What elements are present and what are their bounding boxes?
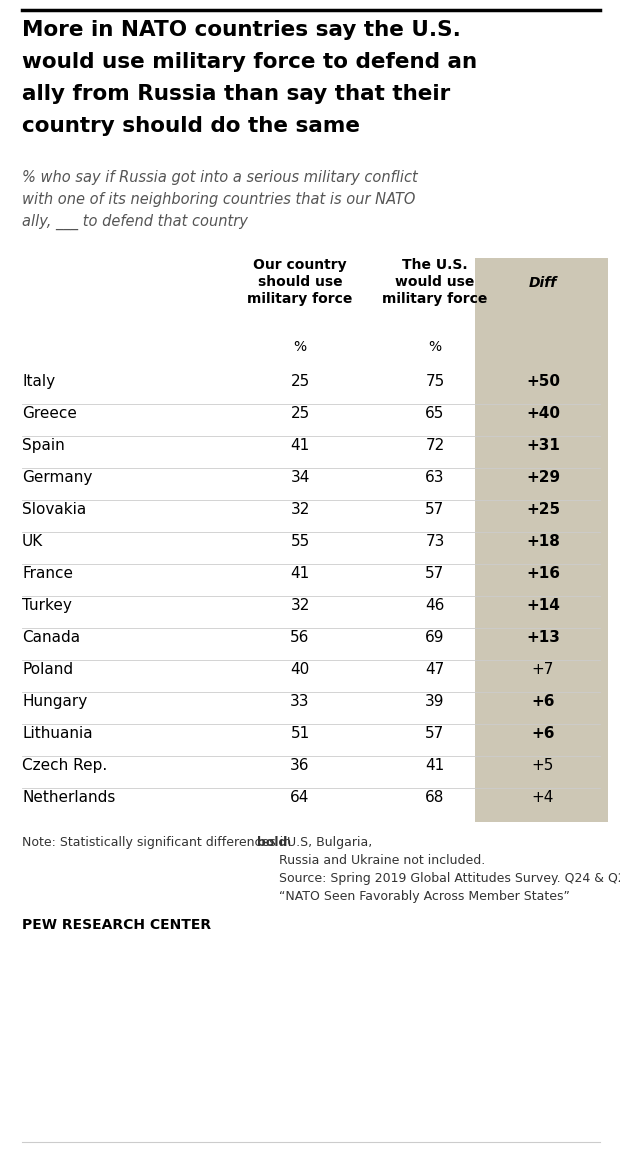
Text: with one of its neighboring countries that is our NATO: with one of its neighboring countries th… bbox=[22, 192, 415, 207]
Text: Note: Statistically significant differences in: Note: Statistically significant differen… bbox=[22, 835, 295, 849]
Text: 41: 41 bbox=[290, 437, 309, 452]
Text: +14: +14 bbox=[526, 598, 560, 613]
Text: 51: 51 bbox=[290, 726, 309, 741]
Text: 47: 47 bbox=[425, 661, 445, 676]
Text: +29: +29 bbox=[526, 470, 560, 485]
Text: Czech Rep.: Czech Rep. bbox=[22, 758, 107, 773]
Text: ally, ___ to defend that country: ally, ___ to defend that country bbox=[22, 213, 248, 230]
Text: 73: 73 bbox=[425, 533, 445, 548]
Text: Lithuania: Lithuania bbox=[22, 726, 92, 741]
Text: Turkey: Turkey bbox=[22, 598, 72, 613]
Text: Spain: Spain bbox=[22, 437, 64, 452]
Text: 57: 57 bbox=[425, 726, 445, 741]
Text: 32: 32 bbox=[290, 598, 309, 613]
Text: Netherlands: Netherlands bbox=[22, 789, 115, 804]
Text: +5: +5 bbox=[532, 758, 554, 773]
Text: +16: +16 bbox=[526, 565, 560, 580]
Text: 46: 46 bbox=[425, 598, 445, 613]
Text: +25: +25 bbox=[526, 502, 560, 517]
Text: Greece: Greece bbox=[22, 406, 77, 421]
Text: ally from Russia than say that their: ally from Russia than say that their bbox=[22, 84, 450, 104]
Text: +13: +13 bbox=[526, 630, 560, 645]
Text: Diff: Diff bbox=[529, 276, 557, 290]
Text: 57: 57 bbox=[425, 502, 445, 517]
Text: More in NATO countries say the U.S.: More in NATO countries say the U.S. bbox=[22, 20, 461, 40]
Text: 75: 75 bbox=[425, 374, 445, 389]
Text: 40: 40 bbox=[290, 661, 309, 676]
Text: 41: 41 bbox=[290, 565, 309, 580]
Text: bold: bold bbox=[257, 835, 288, 849]
Text: +6: +6 bbox=[531, 694, 555, 709]
Text: PEW RESEARCH CENTER: PEW RESEARCH CENTER bbox=[22, 917, 211, 932]
Text: UK: UK bbox=[22, 533, 43, 548]
Text: 39: 39 bbox=[425, 694, 445, 709]
Text: Canada: Canada bbox=[22, 630, 80, 645]
Text: 36: 36 bbox=[290, 758, 310, 773]
Text: Italy: Italy bbox=[22, 374, 55, 389]
Text: 57: 57 bbox=[425, 565, 445, 580]
Text: 41: 41 bbox=[425, 758, 445, 773]
Text: +4: +4 bbox=[532, 789, 554, 804]
Text: 65: 65 bbox=[425, 406, 445, 421]
Text: 55: 55 bbox=[290, 533, 309, 548]
Text: 34: 34 bbox=[290, 470, 309, 485]
Text: 63: 63 bbox=[425, 470, 445, 485]
Text: +7: +7 bbox=[532, 661, 554, 676]
Text: 33: 33 bbox=[290, 694, 310, 709]
Text: +31: +31 bbox=[526, 437, 560, 452]
Text: country should do the same: country should do the same bbox=[22, 117, 360, 136]
Text: 25: 25 bbox=[290, 406, 309, 421]
Text: France: France bbox=[22, 565, 73, 580]
Text: 69: 69 bbox=[425, 630, 445, 645]
Text: 32: 32 bbox=[290, 502, 309, 517]
Text: +40: +40 bbox=[526, 406, 560, 421]
Text: 72: 72 bbox=[425, 437, 445, 452]
Text: % who say if Russia got into a serious military conflict: % who say if Russia got into a serious m… bbox=[22, 170, 418, 185]
Text: 64: 64 bbox=[290, 789, 309, 804]
Text: 25: 25 bbox=[290, 374, 309, 389]
Text: . U.S, Bulgaria,
Russia and Ukraine not included.
Source: Spring 2019 Global Att: . U.S, Bulgaria, Russia and Ukraine not … bbox=[278, 835, 620, 902]
Text: Germany: Germany bbox=[22, 470, 92, 485]
Text: +50: +50 bbox=[526, 374, 560, 389]
Text: 68: 68 bbox=[425, 789, 445, 804]
Text: Our country
should use
military force: Our country should use military force bbox=[247, 258, 353, 306]
Text: %: % bbox=[293, 340, 306, 354]
Text: Slovakia: Slovakia bbox=[22, 502, 86, 517]
Text: Hungary: Hungary bbox=[22, 694, 87, 709]
Text: +18: +18 bbox=[526, 533, 560, 548]
Text: %: % bbox=[428, 340, 441, 354]
Text: The U.S.
would use
military force: The U.S. would use military force bbox=[383, 258, 488, 306]
Text: 56: 56 bbox=[290, 630, 309, 645]
Text: +6: +6 bbox=[531, 726, 555, 741]
Text: Poland: Poland bbox=[22, 661, 73, 676]
Text: would use military force to defend an: would use military force to defend an bbox=[22, 52, 477, 72]
